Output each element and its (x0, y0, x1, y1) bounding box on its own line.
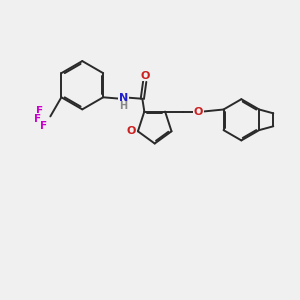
Text: H: H (119, 101, 127, 111)
Text: O: O (194, 106, 203, 117)
Text: F: F (36, 106, 43, 116)
Text: F: F (34, 114, 40, 124)
Text: O: O (140, 71, 149, 81)
Text: F: F (40, 121, 47, 131)
Text: N: N (118, 93, 128, 103)
Text: O: O (127, 126, 136, 136)
